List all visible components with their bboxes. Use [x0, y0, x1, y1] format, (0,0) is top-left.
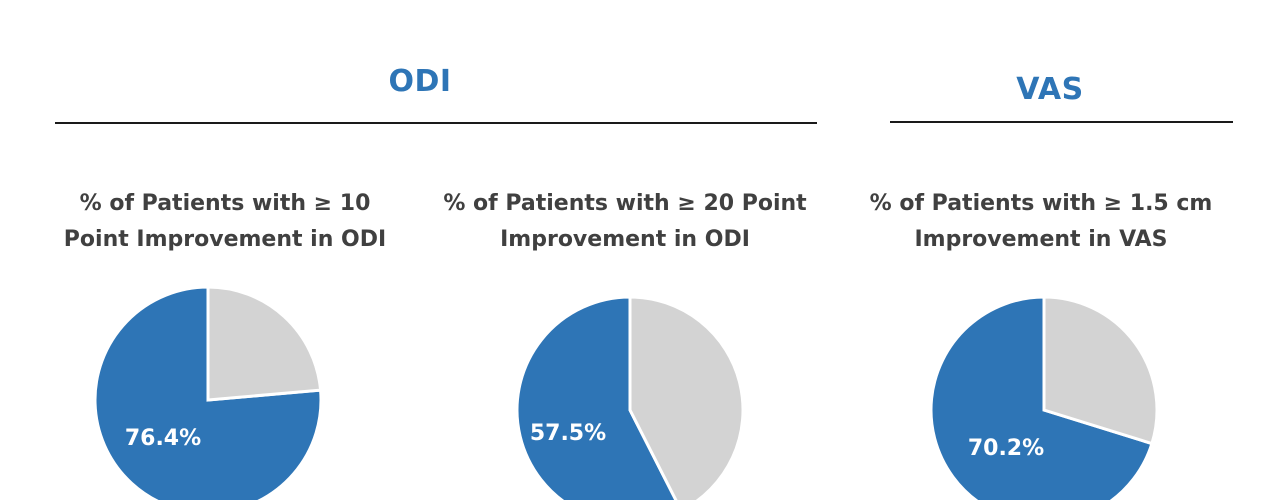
group-rule-odi — [55, 122, 817, 124]
pie-data-label: 57.5% — [530, 421, 606, 446]
chart-title-2-line-2: Improvement in ODI — [500, 227, 750, 252]
pie-chart-1: 76.4% — [93, 285, 323, 500]
chart-title-1-line-1: % of Patients with ≥ 10 — [79, 191, 371, 216]
group-title-vas: VAS — [1016, 72, 1084, 107]
pie-slice-remainder — [628, 295, 745, 500]
pie-slice-remainder — [1042, 295, 1159, 446]
group-rule-vas — [890, 121, 1233, 123]
group-title-odi: ODI — [388, 64, 452, 99]
pie-chart-3: 70.2% — [929, 295, 1159, 500]
pie-slice-primary — [93, 285, 323, 500]
pie-slice-primary — [929, 295, 1154, 500]
chart-title-3: % of Patients with ≥ 1.5 cm Improvement … — [836, 186, 1246, 258]
chart-title-1-line-2: Point Improvement in ODI — [63, 227, 387, 252]
chart-title-1: % of Patients with ≥ 10 Point Improvemen… — [20, 186, 430, 258]
chart-title-2: % of Patients with ≥ 20 Point Improvemen… — [420, 186, 830, 258]
chart-title-3-line-2: Improvement in VAS — [914, 227, 1168, 252]
pie-slice-primary — [515, 295, 678, 500]
chart-title-2-line-1: % of Patients with ≥ 20 Point — [443, 191, 807, 216]
pie-chart-2: 57.5% — [515, 295, 745, 500]
pie-data-label: 76.4% — [125, 426, 201, 451]
chart-title-3-line-1: % of Patients with ≥ 1.5 cm — [869, 191, 1213, 216]
pie-slice-remainder — [206, 285, 323, 402]
pie-data-label: 70.2% — [968, 436, 1044, 461]
